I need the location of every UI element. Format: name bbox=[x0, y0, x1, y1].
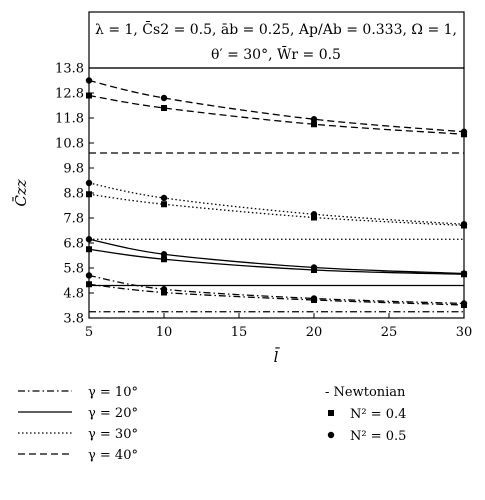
series-30-n-0-5-point bbox=[85, 179, 93, 187]
series-40-n-0-5-point bbox=[160, 94, 168, 102]
legend-marker-circle bbox=[327, 431, 335, 439]
x-tick-label: 20 bbox=[306, 325, 323, 340]
series-30-n-0-5 bbox=[85, 179, 468, 228]
legend-markers: - Newtonian N² = 0.4 N² = 0.5 bbox=[325, 385, 406, 444]
series-30-n-0-4 bbox=[86, 191, 467, 229]
series-20-n-0-5-point bbox=[160, 251, 168, 258]
series-30-n-0-5-line bbox=[88, 182, 465, 225]
x-axis: 5 10 15 20 25 30 bbox=[85, 313, 472, 340]
legend-label-20: γ = 20° bbox=[88, 406, 138, 421]
series-30-n-0-5-point bbox=[310, 211, 318, 218]
series-40-n-0-5 bbox=[85, 77, 468, 135]
series-40-n-0-5-point bbox=[460, 128, 468, 135]
series-40-n-0-5-line bbox=[88, 79, 465, 133]
series-layer bbox=[85, 77, 468, 313]
legend-label-30: γ = 30° bbox=[88, 427, 138, 442]
legend-marker-square bbox=[328, 410, 334, 416]
legend-label-n-0-5: N² = 0.5 bbox=[350, 429, 406, 444]
series-40-n-0-4-line bbox=[88, 94, 465, 135]
x-tick-label: 10 bbox=[156, 325, 173, 340]
y-tick-label: 7.8 bbox=[63, 212, 84, 227]
series-20-n-0-5-line bbox=[88, 238, 465, 275]
series-10-n-0-4-point bbox=[86, 281, 92, 288]
x-tick-label: 5 bbox=[85, 325, 93, 340]
series-20-n-0-4-point bbox=[86, 246, 92, 253]
series-30-n-0-4-point bbox=[161, 201, 167, 208]
series-10-n-0-4-line bbox=[88, 283, 465, 306]
series-40-n-0-4-point bbox=[86, 92, 92, 99]
series-10-n-0-5-point bbox=[85, 272, 93, 279]
y-axis-title: C̄zz bbox=[12, 179, 30, 206]
legend-label-n-0-4: N² = 0.4 bbox=[350, 407, 406, 422]
series-10-n-0-5-point bbox=[160, 286, 168, 293]
legend-label-40: γ = 40° bbox=[88, 448, 138, 463]
y-tick-label: 9.8 bbox=[63, 162, 84, 177]
series-40-n-0-5-point bbox=[310, 116, 318, 123]
y-tick-label: 3.8 bbox=[63, 312, 84, 327]
legend-label-10: γ = 10° bbox=[88, 385, 138, 400]
series-20-n-0-4-line bbox=[88, 248, 465, 275]
parameter-line-2: θ′ = 30°, W̄r = 0.5 bbox=[211, 45, 341, 63]
series-40-n-0-4-point bbox=[161, 105, 167, 111]
x-tick-label: 25 bbox=[381, 325, 398, 340]
y-tick-label: 10.8 bbox=[55, 137, 84, 152]
y-axis: 3.8 4.8 5.8 6.8 7.8 8.8 9.8 10.8 11.8 12.8 13.8 bbox=[55, 62, 94, 327]
series-40-n-0-5-point bbox=[85, 77, 93, 84]
y-tick-label: 4.8 bbox=[63, 287, 84, 302]
x-axis-title: l̄ bbox=[274, 348, 280, 366]
series-30-n-0-4-point bbox=[311, 214, 317, 221]
series-20-n-0-5-point bbox=[460, 270, 468, 277]
series-20-n-0-4-point bbox=[161, 256, 167, 263]
y-tick-label: 13.8 bbox=[55, 62, 84, 77]
parameter-line-1: λ = 1, C̄s2 = 0.5, āb = 0.25, Ap/Ab = 0.… bbox=[95, 20, 457, 38]
y-tick-label: 12.8 bbox=[55, 87, 84, 102]
series-40-n-0-4-point bbox=[311, 121, 317, 128]
series-10-n-0-5-point bbox=[460, 300, 468, 307]
y-tick-label: 8.8 bbox=[63, 187, 84, 202]
series-30-n-0-4-line bbox=[88, 193, 465, 227]
legend-label-newtonian: - Newtonian bbox=[325, 385, 406, 400]
legend-line-styles: γ = 10° γ = 20° γ = 30° γ = 40° bbox=[18, 385, 138, 463]
y-tick-label: 6.8 bbox=[63, 237, 84, 252]
series-30-n-0-5-point bbox=[460, 221, 468, 228]
series-10-n-0-5-line bbox=[88, 274, 465, 305]
x-tick-label: 30 bbox=[456, 325, 473, 340]
series-30-n-0-4-point bbox=[86, 191, 92, 198]
y-tick-label: 11.8 bbox=[55, 112, 84, 127]
parameter-box: λ = 1, C̄s2 = 0.5, āb = 0.25, Ap/Ab = 0.… bbox=[88, 11, 465, 69]
y-tick-label: 5.8 bbox=[63, 262, 84, 277]
x-tick-label: 15 bbox=[231, 325, 248, 340]
series-10-n-0-5-point bbox=[310, 295, 318, 302]
series-20-n-0-5-point bbox=[310, 264, 318, 271]
series-10-n-0-4-point bbox=[161, 289, 167, 296]
series-30-n-0-5-point bbox=[160, 194, 168, 202]
series-10-n-0-5 bbox=[85, 272, 468, 307]
